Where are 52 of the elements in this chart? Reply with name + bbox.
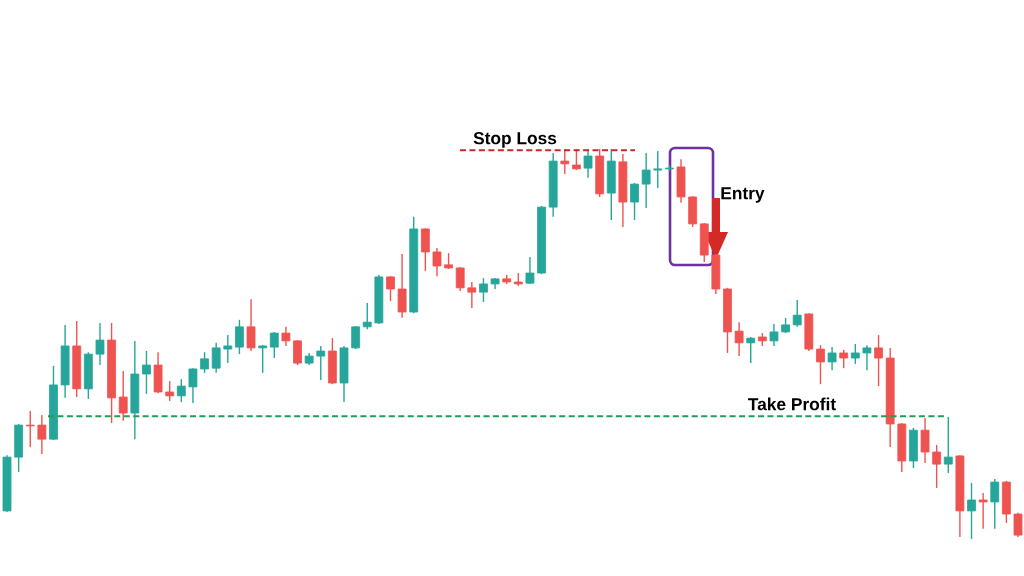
ref-line-label: Stop Loss (473, 132, 557, 148)
candlestick (223, 334, 233, 364)
candlestick (246, 298, 256, 352)
candlestick (850, 343, 860, 365)
candlestick (746, 336, 756, 364)
candlestick (862, 344, 872, 371)
candlestick (37, 414, 47, 455)
candlestick (467, 281, 477, 309)
candlestick (455, 266, 465, 292)
annotation: Entry (721, 187, 765, 203)
candlestick (990, 478, 1000, 530)
candlestick (839, 349, 849, 369)
candlestick (967, 482, 976, 540)
candlestick (118, 370, 128, 422)
candlestick (397, 253, 407, 319)
candlestick (235, 319, 244, 355)
ref-line-label: Take Profit (748, 397, 836, 411)
candlestick (816, 344, 825, 385)
candlestick (932, 444, 942, 489)
candlestick (432, 247, 442, 277)
candlestick (1013, 512, 1023, 538)
candlestick (281, 326, 291, 347)
candlestick (293, 339, 302, 366)
candlestick (176, 378, 186, 403)
candlestick (211, 342, 221, 374)
candlestick (386, 275, 395, 302)
candlestick (630, 182, 639, 221)
candlestick (142, 350, 151, 395)
candlestick (769, 323, 779, 347)
candlestick (316, 345, 326, 381)
candlestick (560, 148, 570, 175)
candlestick (978, 492, 988, 530)
candlestick (420, 227, 430, 272)
candlestick (95, 322, 105, 366)
candlestick (258, 344, 268, 374)
candlestick (653, 150, 663, 189)
candlestick (943, 416, 953, 474)
candlestick (792, 299, 802, 328)
candlestick (641, 152, 651, 209)
candlestick (874, 334, 883, 387)
candlestick (734, 321, 744, 357)
candlestick (188, 367, 198, 404)
candlestick (269, 331, 279, 359)
candlestick (827, 346, 837, 371)
candlestick (479, 277, 488, 303)
candlestick (362, 302, 372, 330)
candlestick (25, 410, 35, 448)
candlestick (583, 148, 593, 179)
candlestick (920, 417, 930, 464)
candlestick (200, 351, 209, 374)
candlestick (165, 380, 175, 402)
candlestick (525, 256, 535, 285)
